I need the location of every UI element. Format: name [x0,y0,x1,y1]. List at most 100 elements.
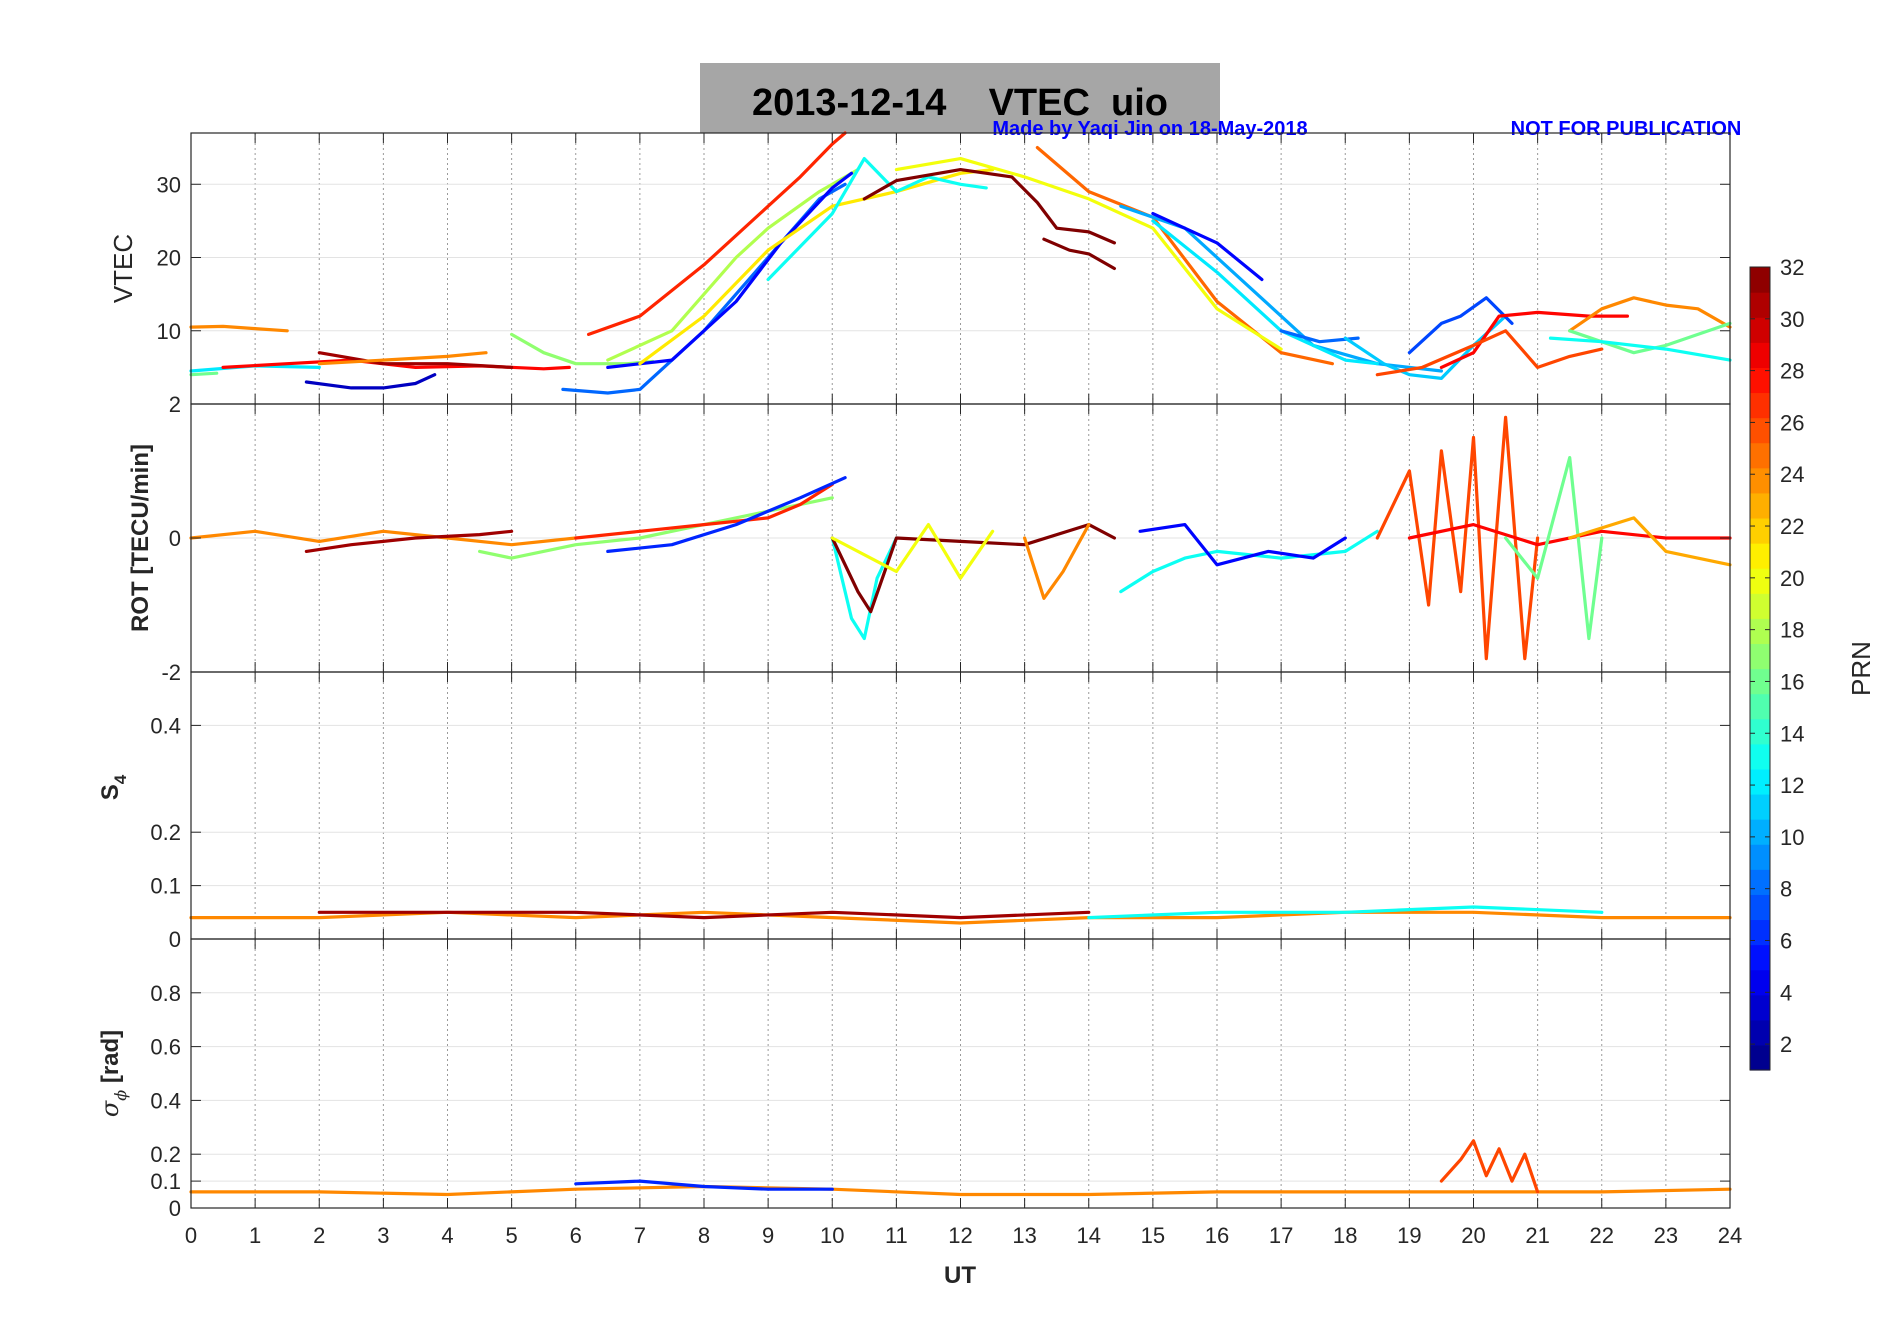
colorbar-segment-8 [1750,869,1770,895]
panel-sigphi: 00.10.2 0.4 0.6 0.8 σϕ [rad] [96,938,1732,1221]
ytick-label-s4-0.4: 0.4 [150,713,181,738]
xtick-label-12: 12 [948,1223,972,1248]
colorbar-segment-31 [1750,292,1770,318]
series-rot-prn28-12 [1407,522,1732,547]
series-rot-prn6-4 [606,476,847,554]
colorbar-segment-28 [1750,367,1770,394]
ytick-label-rot--2: -2 [161,660,181,685]
series-vtec-prn31-4 [317,351,514,369]
series-rot-prn24-0 [189,529,578,547]
colorbar-tick-label-14: 14 [1780,721,1804,746]
colorbar-tick-label-12: 12 [1780,773,1804,798]
colorbar-segment-17 [1750,643,1770,670]
colorbar-tick-label-6: 6 [1780,928,1792,953]
series-vtec-prn5-11 [606,171,854,369]
panel-rot: -2 0 2 ROT [TECU/min] [127,392,1732,685]
xtick-label-20: 20 [1461,1223,1485,1248]
colorbar-frame [1749,266,1771,1071]
colorbar-segment-16 [1750,668,1770,695]
series-rot-prn24-8 [1022,522,1091,600]
colorbar-segment-24 [1750,467,1770,494]
series-vtec-prn32-15 [1042,237,1117,271]
colorbar-tick-label-30: 30 [1780,307,1804,332]
xtick-label-14: 14 [1077,1223,1101,1248]
chart-title: 2013-12-14 VTEC uio [752,82,1168,124]
series-vtec-prn24-6 [317,351,488,366]
y-axis-label-sigma: σ [96,1100,124,1117]
ytick-label-vtec-20: 20 [157,246,181,271]
xtick-label-17: 17 [1269,1223,1293,1248]
series-rot-prn23-14 [1568,516,1732,567]
series-vtec-prn24-0 [189,324,289,333]
colorbar-tick-label-22: 22 [1780,514,1804,539]
series-rot-prn32-6 [830,522,1117,614]
xtick-label-8: 8 [698,1223,710,1248]
credit-author: Made by Yaqi Jin on 18-May-2018 [992,118,1307,140]
colorbar-segment-22 [1750,517,1770,544]
colorbar-segment-2 [1750,1019,1770,1046]
xtick-label-6: 6 [570,1223,582,1248]
series-vtec-prn28-24 [1439,310,1630,369]
series-vtec-prn11-22 [1343,314,1508,380]
series-sigphi-prn6-1 [574,1179,834,1191]
series-rot-prn5-10 [1138,522,1347,567]
xtick-label-4: 4 [441,1223,453,1248]
colorbar-tick-label-20: 20 [1780,566,1804,591]
colorbar-tick-label-10: 10 [1780,825,1804,850]
ytick-label-sigphi-0.8: 0.8 [150,981,181,1006]
series-rot-prn20-7 [830,522,995,580]
series-s4-prn31-1 [317,910,1091,920]
x-axis-label: UT [944,1262,976,1289]
xtick-label-15: 15 [1141,1223,1165,1248]
xtick-label-11: 11 [885,1223,908,1248]
xtick-label-13: 13 [1012,1223,1036,1248]
colorbar-segment-3 [1750,994,1770,1021]
colorbar-segment-18 [1750,618,1770,644]
colorbar-segment-11 [1750,793,1770,820]
y-axis-label-rot: ROT [TECU/min] [127,444,154,632]
x-axis-ticks: 0 1 2 3 4 5 6 7 8 9 10 11 12 13 14 15 16 17 18 19 20 21 22 23 24 [185,1223,1742,1248]
xtick-label-7: 7 [634,1223,646,1248]
colorbar-segment-4 [1750,969,1770,996]
colorbar-segment-7 [1750,894,1770,921]
xtick-label-1: 1 [249,1223,261,1248]
colorbar-segment-14 [1750,718,1770,745]
colorbar-tick-label-18: 18 [1780,618,1804,643]
ytick-label-rot-2: 2 [169,392,181,417]
colorbar-segment-25 [1750,442,1770,469]
xtick-label-16: 16 [1205,1223,1229,1248]
colorbar-segment-23 [1750,492,1770,519]
y-axis-label-s4-sub: 4 [111,774,130,784]
series-sigphi-prn24-0 [189,1184,1732,1197]
colorbar-segment-12 [1750,768,1770,795]
xtick-label-18: 18 [1333,1223,1357,1248]
series-rot-prn27-3 [574,482,834,540]
ytick-label-s4-0.2: 0.2 [150,820,181,845]
ytick-label-sigphi-0.1: 0.1 [150,1169,181,1194]
series-vtec-prn18-10 [606,168,860,362]
series-vtec-prn28-3 [221,358,571,371]
y-axis-label-phi: ϕ [111,1090,130,1101]
series-s4-prn13-2 [1087,905,1604,920]
ytick-label-s4-0: 0 [169,927,181,952]
colorbar-label: PRN [1846,641,1876,696]
xtick-label-3: 3 [377,1223,389,1248]
ytick-label-vtec-10: 10 [157,319,181,344]
colorbar-segment-9 [1750,844,1770,870]
xtick-label-21: 21 [1525,1223,1549,1248]
xtick-label-0: 0 [185,1223,197,1248]
y-axis-label-s4: S4 [97,774,130,800]
ytick-label-rot-0: 0 [169,526,181,551]
colorbar-segment-5 [1750,944,1770,971]
colorbar-segment-32 [1750,267,1770,293]
series-vtec-prn20-17 [894,157,1283,351]
xtick-label-19: 19 [1397,1223,1421,1248]
colorbar-tick-label-32: 32 [1780,255,1804,280]
ytick-label-vtec-30: 30 [157,172,181,197]
ytick-label-sigphi-0.2: 0.2 [150,1142,181,1167]
y-axis-label-unit: [rad] [97,1030,124,1090]
y-axis-label-vtec: VTEC [108,234,138,303]
series-vtec-prn13-28 [1548,336,1732,362]
